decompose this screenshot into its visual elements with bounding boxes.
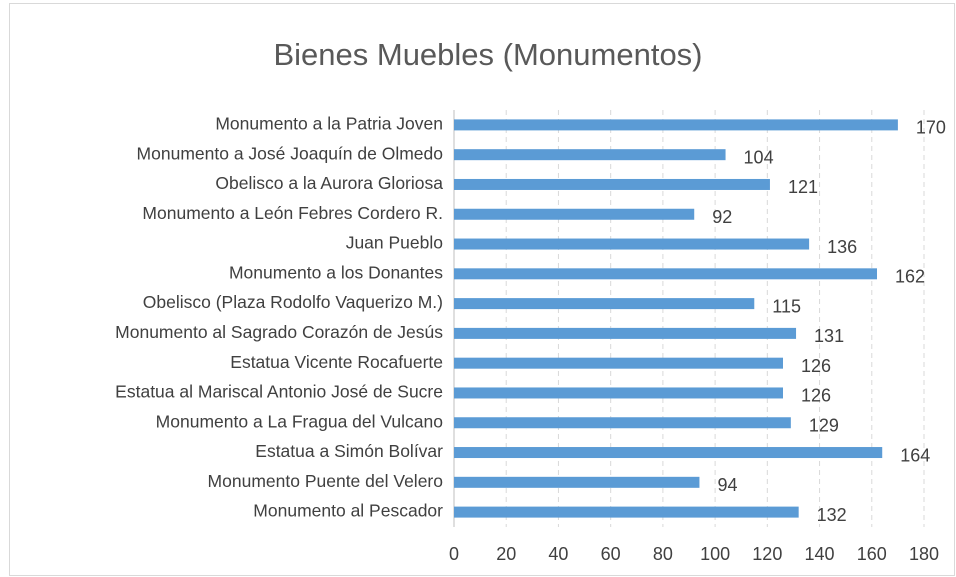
x-tick-label: 120	[752, 544, 782, 564]
bar	[454, 149, 726, 161]
bar	[454, 387, 783, 399]
bar	[454, 119, 898, 131]
x-tick-label: 160	[857, 544, 887, 564]
y-tick-label: Monumento a José Joaquín de Olmedo	[137, 143, 443, 163]
y-tick-label: Estatua a Simón Bolívar	[255, 441, 443, 461]
y-tick-label: Monumento a La Fragua del Vulcano	[156, 411, 443, 431]
y-tick-label: Obelisco a la Aurora Gloriosa	[215, 173, 443, 193]
y-tick-label: Obelisco (Plaza Rodolfo Vaquerizo M.)	[143, 292, 443, 312]
x-tick-label: 40	[548, 544, 568, 564]
data-label: 129	[809, 416, 839, 436]
data-label: 92	[712, 207, 732, 227]
x-tick-label: 140	[805, 544, 835, 564]
data-label: 132	[817, 505, 847, 525]
x-tick-label: 80	[653, 544, 673, 564]
bar	[454, 268, 877, 280]
y-tick-label: Monumento a los Donantes	[229, 262, 443, 282]
bar	[454, 208, 695, 220]
chart-title: Bienes Muebles (Monumentos)	[273, 37, 702, 72]
y-tick-label: Monumento a la Patria Joven	[215, 114, 443, 134]
x-tick-label: 100	[700, 544, 730, 564]
bar	[454, 238, 810, 250]
y-tick-label: Estatua Vicente Rocafuerte	[230, 352, 443, 372]
data-label: 115	[772, 296, 801, 316]
data-label: 131	[814, 326, 844, 346]
data-label: 94	[717, 475, 737, 495]
data-label: 136	[827, 237, 857, 257]
bar	[454, 447, 883, 459]
bar	[454, 178, 770, 190]
y-tick-label: Estatua al Mariscal Antonio José de Sucr…	[115, 382, 443, 402]
y-tick-label: Monumento al Pescador	[253, 501, 443, 521]
x-tick-label: 0	[449, 544, 459, 564]
chart-border	[9, 3, 955, 576]
bar	[454, 476, 700, 488]
data-label: 121	[788, 177, 818, 197]
bar	[454, 417, 791, 429]
x-tick-label: 20	[496, 544, 516, 564]
data-label: 126	[801, 356, 831, 376]
x-tick-label: 180	[909, 544, 939, 564]
data-label: 162	[895, 267, 925, 287]
y-tick-label: Monumento Puente del Velero	[208, 471, 443, 491]
y-tick-label: Monumento al Sagrado Corazón de Jesús	[115, 322, 443, 342]
data-label: 164	[900, 445, 930, 465]
data-label: 104	[744, 147, 774, 167]
y-tick-label: Juan Pueblo	[346, 233, 443, 253]
x-tick-label: 60	[601, 544, 621, 564]
data-label: 170	[916, 118, 946, 138]
bar	[454, 357, 783, 369]
bar	[454, 327, 797, 339]
data-label: 126	[801, 386, 831, 406]
y-tick-label: Monumento a León Febres Cordero R.	[142, 203, 443, 223]
bar	[454, 298, 755, 310]
bar	[454, 506, 799, 518]
